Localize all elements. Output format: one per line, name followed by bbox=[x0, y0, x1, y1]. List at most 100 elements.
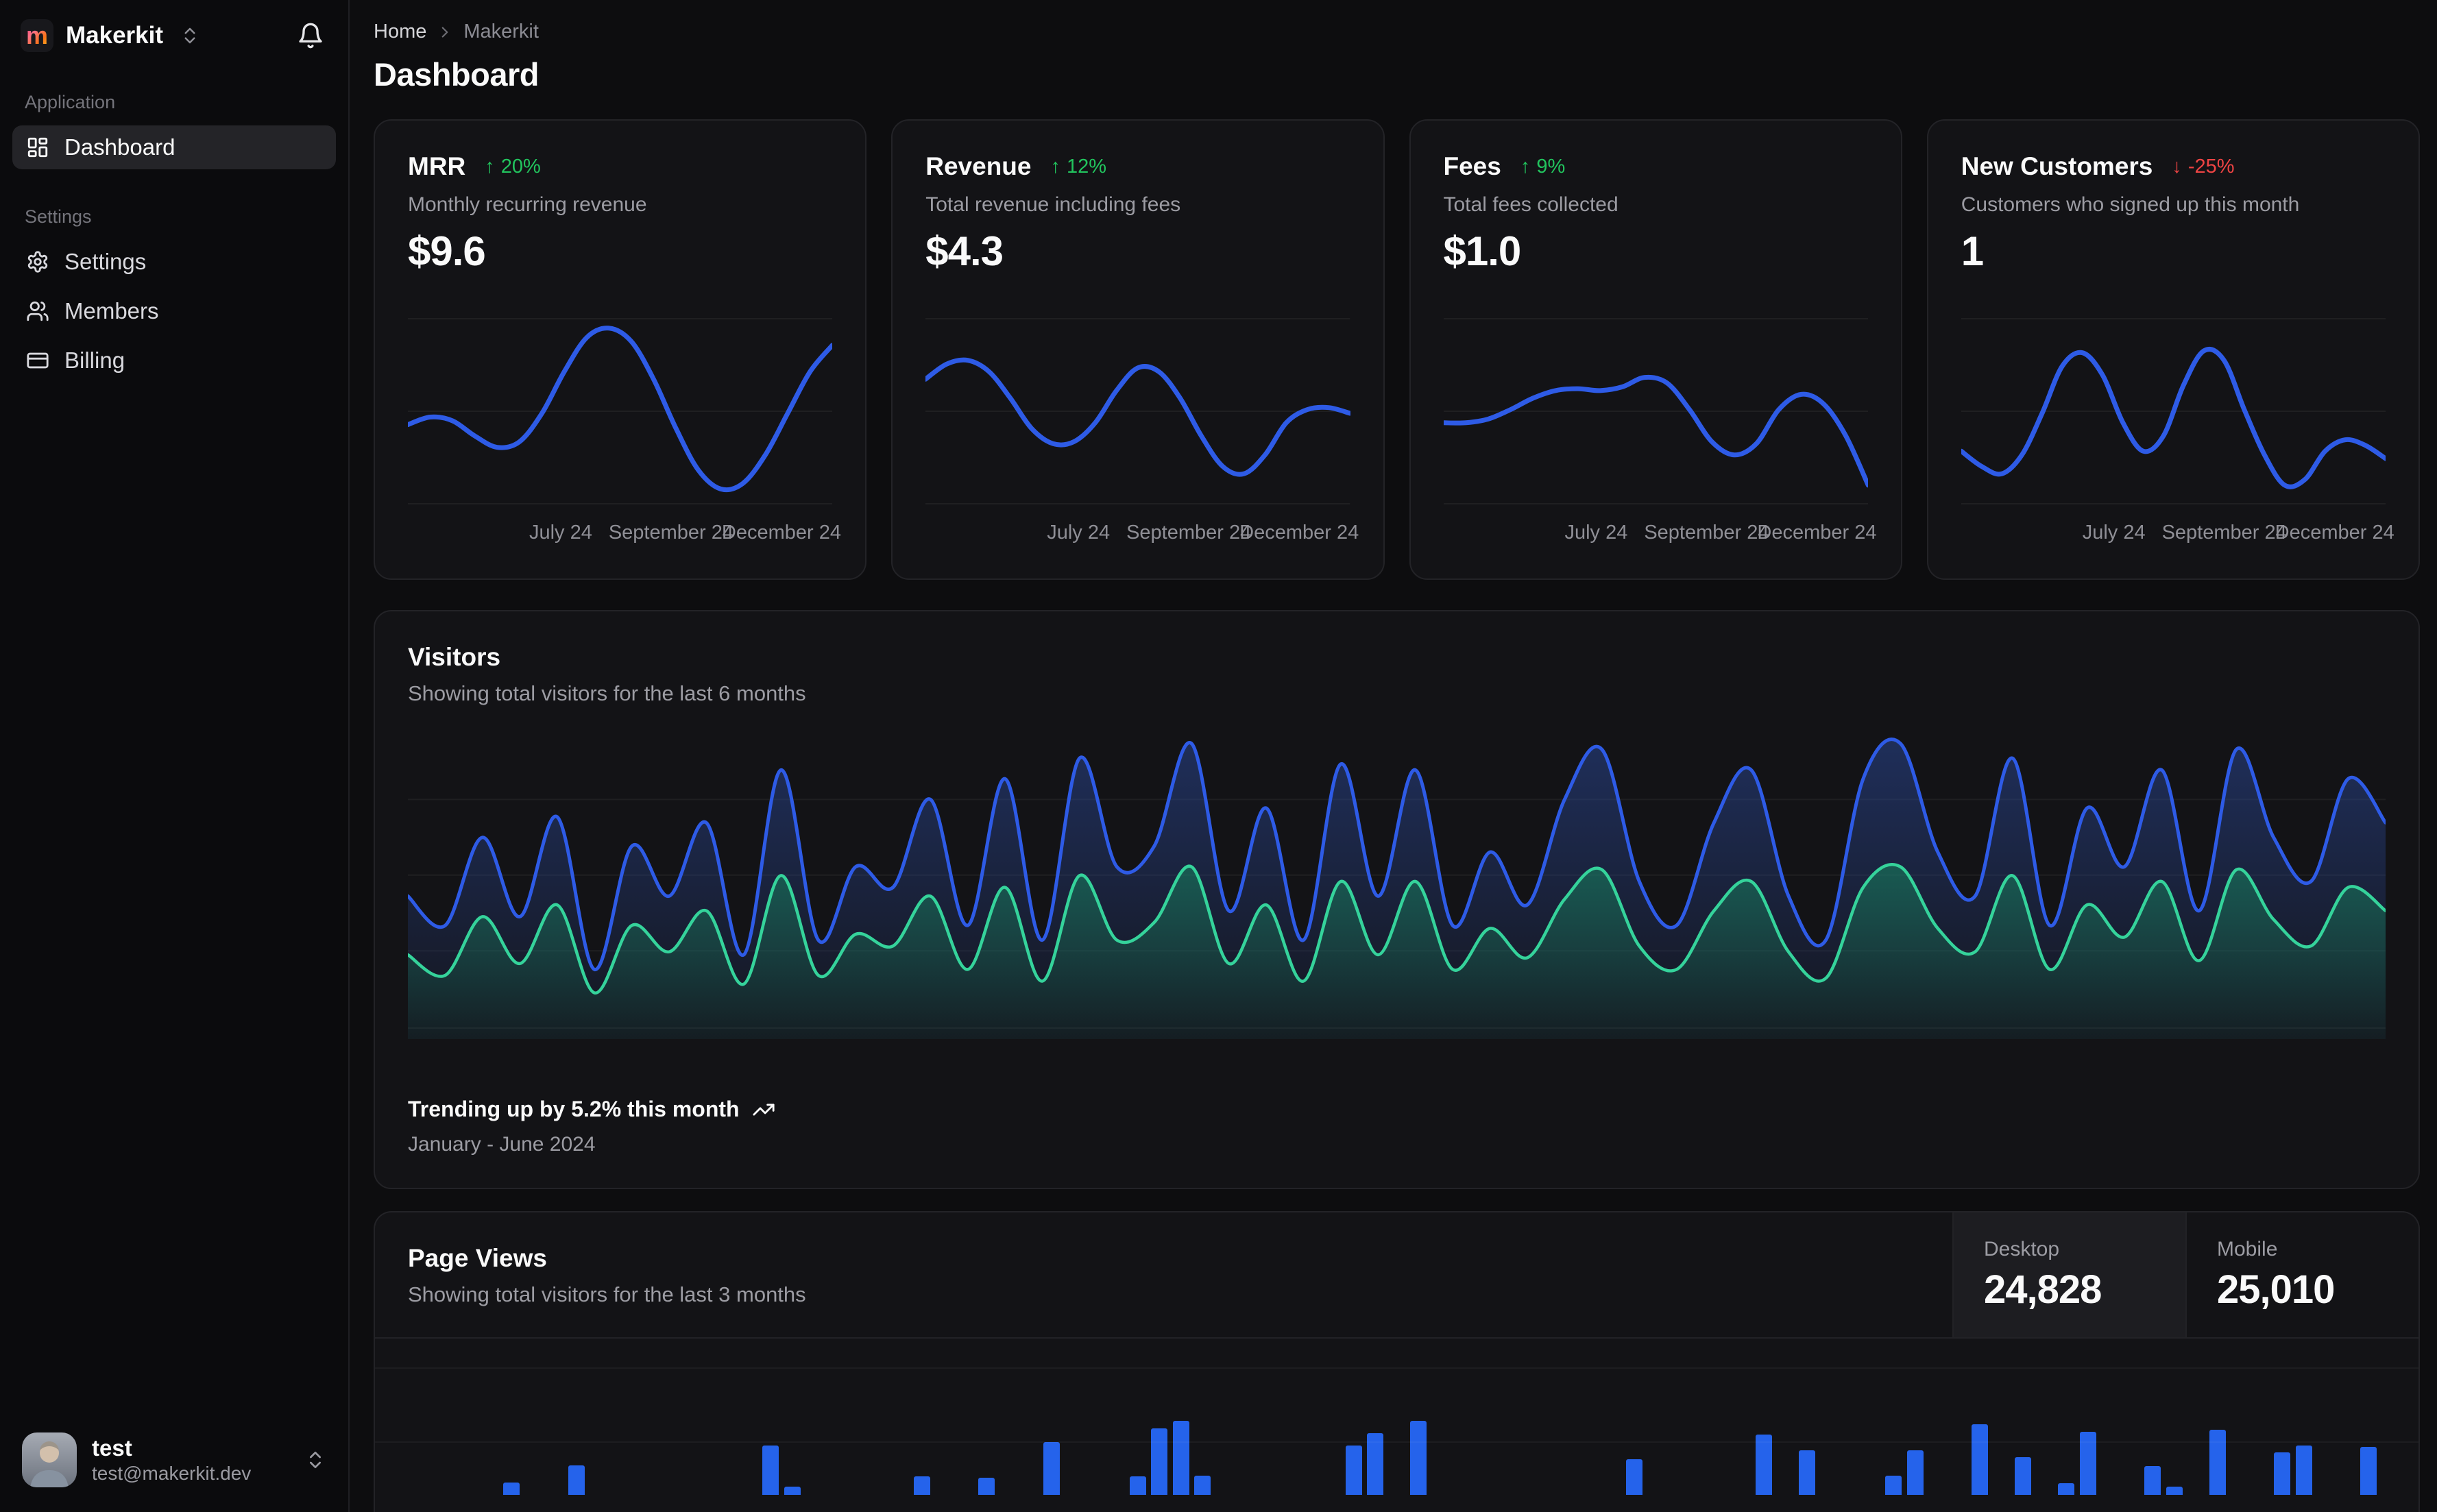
stat-subtitle: Total revenue including fees bbox=[925, 193, 1181, 216]
trending-up-icon bbox=[752, 1103, 775, 1115]
stat-value: $1.0 bbox=[1443, 228, 1522, 274]
bar-slot bbox=[2315, 1339, 2337, 1495]
bar-slot bbox=[997, 1339, 1019, 1495]
bar-slot bbox=[2229, 1339, 2251, 1495]
bar-slot bbox=[1581, 1339, 1603, 1495]
user-menu[interactable]: test test@makerkit.dev bbox=[14, 1424, 335, 1496]
stat-subtitle: Monthly recurring revenue bbox=[408, 193, 647, 216]
bar bbox=[1756, 1435, 1773, 1495]
bar-slot bbox=[674, 1339, 696, 1495]
chevrons-up-down-icon[interactable] bbox=[180, 25, 200, 46]
stat-title: MRR bbox=[408, 152, 466, 180]
tab-value: 24,828 bbox=[1984, 1267, 2102, 1312]
breadcrumb-home-link[interactable]: Home bbox=[374, 21, 427, 42]
bar-slot bbox=[1365, 1339, 1387, 1495]
bar-slot bbox=[544, 1339, 566, 1495]
sparkline-chart: July 24 September 24 December 24 bbox=[408, 310, 841, 553]
gear-icon bbox=[27, 251, 48, 273]
sparkline-chart: July 24 September 24 December 24 bbox=[1961, 310, 2394, 553]
user-name: test bbox=[92, 1435, 132, 1461]
bar-slot bbox=[1278, 1339, 1300, 1495]
layout-dashboard-icon bbox=[27, 137, 48, 158]
sidebar-item-dashboard[interactable]: Dashboard bbox=[12, 125, 336, 169]
stat-cards-row: MRR ↑ 20% Monthly recurring revenue $9.6 … bbox=[374, 119, 2420, 580]
bar-slot bbox=[1084, 1339, 1106, 1495]
bar-slot bbox=[803, 1339, 825, 1495]
breadcrumb: Home Makerkit bbox=[374, 21, 2420, 43]
page-views-title: Page Views bbox=[408, 1244, 547, 1272]
sidebar-item-settings[interactable]: Settings bbox=[12, 240, 336, 284]
bar-slot bbox=[2272, 1339, 2294, 1495]
bar-slot bbox=[1538, 1339, 1560, 1495]
bar bbox=[1626, 1459, 1643, 1495]
x-axis: July 24 September 24 December 24 bbox=[925, 522, 1359, 553]
stat-title: Fees bbox=[1443, 152, 1501, 180]
stat-card-revenue: Revenue ↑ 12% Total revenue including fee… bbox=[891, 119, 1385, 580]
x-tick: September 24 bbox=[1644, 522, 1769, 544]
page-title: Dashboard bbox=[374, 56, 539, 93]
bar bbox=[503, 1483, 520, 1495]
bar-slot bbox=[1300, 1339, 1322, 1495]
visitors-card: Visitors Showing total visitors for the … bbox=[374, 610, 2420, 1189]
bar bbox=[762, 1446, 779, 1495]
bar-slot bbox=[695, 1339, 717, 1495]
bar-slot bbox=[415, 1339, 437, 1495]
bar-slot bbox=[1041, 1339, 1063, 1495]
bar-slot bbox=[393, 1339, 415, 1495]
makerkit-logo-letter: m bbox=[25, 21, 48, 49]
chevrons-up-down-icon bbox=[310, 1452, 321, 1468]
bar-slot bbox=[2034, 1339, 2056, 1495]
bar-slot bbox=[1861, 1339, 1883, 1495]
bar-slot bbox=[2099, 1339, 2121, 1495]
bar bbox=[1129, 1476, 1146, 1495]
x-tick: December 24 bbox=[1757, 522, 1877, 544]
sparkline-chart: July 24 September 24 December 24 bbox=[1443, 310, 1876, 553]
bar bbox=[1172, 1421, 1189, 1495]
sidebar-item-members[interactable]: Members bbox=[12, 289, 336, 333]
bar-slot bbox=[1170, 1339, 1192, 1495]
bar-slot bbox=[825, 1339, 847, 1495]
tab-mobile[interactable]: Mobile 25,010 bbox=[2185, 1212, 2418, 1337]
bar-slot bbox=[1775, 1339, 1797, 1495]
date-range: January - June 2024 bbox=[408, 1133, 596, 1156]
arrow-up-icon: ↑ bbox=[1050, 155, 1060, 178]
workspace-name: Makerkit bbox=[66, 22, 164, 49]
bar-slot bbox=[1408, 1339, 1430, 1495]
sparkline-svg bbox=[1443, 318, 1868, 504]
tab-label: Mobile bbox=[2217, 1237, 2278, 1260]
arrow-up-icon: ↑ bbox=[485, 155, 495, 178]
bar-slot bbox=[954, 1339, 976, 1495]
x-tick: September 24 bbox=[608, 522, 734, 544]
bar-slot bbox=[436, 1339, 458, 1495]
page-views-subtitle: Showing total visitors for the last 3 mo… bbox=[408, 1282, 806, 1306]
bar-slot bbox=[1063, 1339, 1084, 1495]
main-content: Home Makerkit Dashboard MRR ↑ 20% Monthly… bbox=[350, 0, 2437, 1512]
bar bbox=[1799, 1450, 1816, 1495]
notifications-button[interactable] bbox=[295, 20, 326, 51]
trending-text: Trending up by 5.2% this month bbox=[408, 1097, 740, 1121]
visitors-title: Visitors bbox=[408, 643, 501, 671]
sidebar-item-label: Members bbox=[64, 298, 159, 324]
bar-slot bbox=[781, 1339, 803, 1495]
tab-desktop[interactable]: Desktop 24,828 bbox=[1952, 1212, 2185, 1337]
stat-subtitle: Total fees collected bbox=[1443, 193, 1618, 216]
arrow-down-icon: ↓ bbox=[2172, 155, 2182, 178]
chevron-right-icon bbox=[442, 26, 448, 38]
bar bbox=[1151, 1428, 1168, 1495]
sidebar-item-billing[interactable]: Billing bbox=[12, 339, 336, 382]
bar bbox=[2166, 1487, 2183, 1495]
x-tick: September 24 bbox=[1126, 522, 1252, 544]
bar-slot bbox=[1991, 1339, 2013, 1495]
bar-slot bbox=[1904, 1339, 1926, 1495]
bar-slot bbox=[501, 1339, 523, 1495]
stat-title: Revenue bbox=[925, 152, 1032, 180]
bar-slot bbox=[1494, 1339, 1516, 1495]
bar-slot bbox=[631, 1339, 653, 1495]
stat-card-mrr: MRR ↑ 20% Monthly recurring revenue $9.6 … bbox=[374, 119, 867, 580]
makerkit-logo: m bbox=[21, 19, 53, 52]
stat-value: $4.3 bbox=[925, 228, 1004, 274]
credit-card-icon bbox=[27, 352, 49, 369]
bar-slot bbox=[717, 1339, 739, 1495]
bar-slot bbox=[1257, 1339, 1278, 1495]
